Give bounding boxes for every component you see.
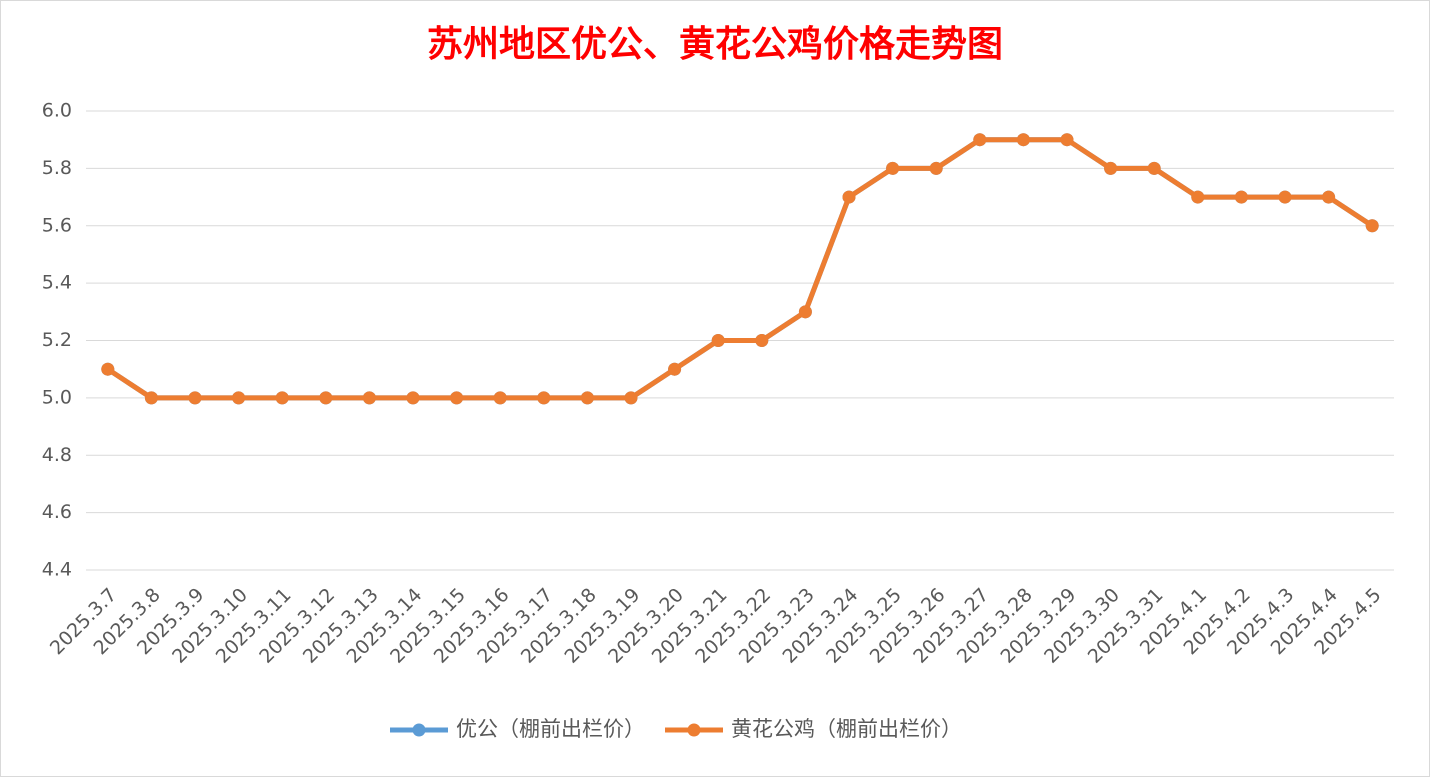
legend-label: 黄花公鸡（棚前出栏价） xyxy=(731,717,962,741)
marker xyxy=(319,391,333,405)
marker xyxy=(1365,219,1379,233)
y-tick-label: 4.4 xyxy=(42,559,72,581)
marker xyxy=(929,161,943,175)
marker xyxy=(537,391,551,405)
y-tick-label: 5.4 xyxy=(42,272,72,294)
line xyxy=(106,137,1374,401)
marker xyxy=(1191,190,1205,204)
y-tick-label: 4.6 xyxy=(42,501,72,523)
marker xyxy=(362,391,376,405)
y-tick-label: 6.0 xyxy=(42,100,72,122)
marker xyxy=(275,391,289,405)
marker xyxy=(1016,133,1030,147)
marker xyxy=(1147,161,1161,175)
marker xyxy=(711,334,725,347)
legend-label: 优公（棚前出栏价） xyxy=(456,717,645,741)
legend-marker xyxy=(412,723,426,737)
marker xyxy=(232,391,246,405)
marker xyxy=(1234,190,1248,204)
marker xyxy=(144,391,158,405)
marker xyxy=(406,391,420,405)
marker xyxy=(101,362,115,376)
marker xyxy=(755,334,769,347)
y-tick-label: 5.6 xyxy=(42,214,72,236)
marker xyxy=(1104,161,1118,175)
marker xyxy=(450,391,464,405)
y-tick-label: 5.0 xyxy=(42,386,72,408)
y-tick-label: 4.8 xyxy=(42,444,72,466)
marker xyxy=(886,161,900,175)
marker xyxy=(1322,190,1336,204)
y-tick-label: 5.2 xyxy=(42,329,72,351)
marker xyxy=(668,362,682,376)
marker xyxy=(1278,190,1292,204)
marker xyxy=(798,305,812,319)
marker xyxy=(624,391,638,405)
series xyxy=(101,133,1379,405)
marker xyxy=(1060,133,1074,147)
marker xyxy=(188,391,202,405)
legend-marker xyxy=(687,723,701,737)
y-tick-label: 5.8 xyxy=(42,157,72,179)
marker xyxy=(842,190,856,204)
marker xyxy=(973,133,987,147)
chart-title: 苏州地区优公、黄花公鸡价格走势图 xyxy=(427,23,1003,65)
marker xyxy=(580,391,594,405)
marker xyxy=(493,391,507,405)
